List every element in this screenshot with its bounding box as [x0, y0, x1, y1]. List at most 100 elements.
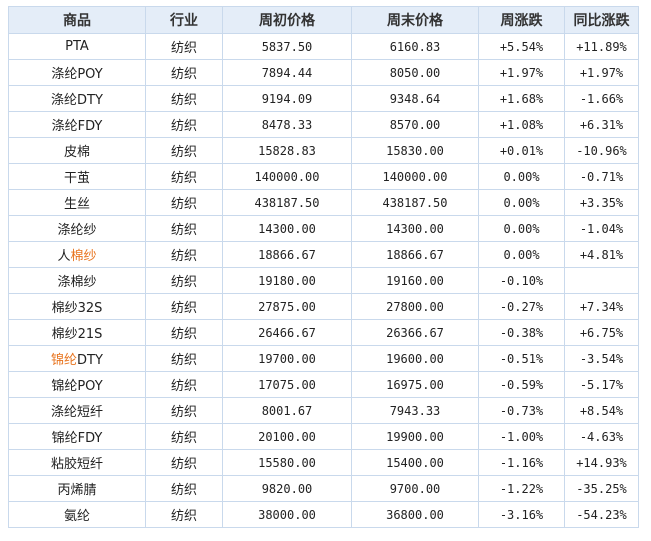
yoy-change: +14.93% [564, 449, 639, 476]
yoy-change: +6.75% [564, 319, 639, 346]
header-industry: 行业 [145, 6, 223, 34]
table-row: PTA 纺织 5837.50 6160.83 +5.54% +11.89% [8, 33, 639, 60]
yoy-change: +4.81% [564, 241, 639, 268]
table-row: 人棉纱 纺织 18866.67 18866.67 0.00% +4.81% [8, 241, 639, 268]
week-close-price: 18866.67 [351, 241, 479, 268]
yoy-change: -54.23% [564, 501, 639, 528]
industry: 纺织 [145, 423, 223, 450]
week-open-price: 17075.00 [222, 371, 352, 398]
table-row: 棉纱21S 纺织 26466.67 26366.67 -0.38% +6.75% [8, 319, 639, 346]
week-change: -1.16% [478, 449, 565, 476]
week-close-price: 26366.67 [351, 319, 479, 346]
commodity-name: 涤纶FDY [8, 111, 146, 138]
industry: 纺织 [145, 475, 223, 502]
table-row: 粘胶短纤 纺织 15580.00 15400.00 -1.16% +14.93% [8, 449, 639, 476]
industry: 纺织 [145, 449, 223, 476]
yoy-change: +1.97% [564, 59, 639, 86]
table-row: 棉纱32S 纺织 27875.00 27800.00 -0.27% +7.34% [8, 293, 639, 320]
table-body: PTA 纺织 5837.50 6160.83 +5.54% +11.89% 涤纶POY 纺织 7… [8, 33, 639, 528]
table-row: 涤纶短纤 纺织 8001.67 7943.33 -0.73% +8.54% [8, 397, 639, 424]
industry: 纺织 [145, 85, 223, 112]
week-change: +5.54% [478, 33, 565, 60]
week-change: +1.68% [478, 85, 565, 112]
week-change: -1.22% [478, 475, 565, 502]
yoy-change: -10.96% [564, 137, 639, 164]
week-close-price: 9700.00 [351, 475, 479, 502]
week-close-price: 7943.33 [351, 397, 479, 424]
week-close-price: 140000.00 [351, 163, 479, 190]
week-close-price: 6160.83 [351, 33, 479, 60]
week-close-price: 14300.00 [351, 215, 479, 242]
week-close-price: 15400.00 [351, 449, 479, 476]
yoy-change: -0.71% [564, 163, 639, 190]
week-open-price: 20100.00 [222, 423, 352, 450]
week-open-price: 5837.50 [222, 33, 352, 60]
table-row: 涤棉纱 纺织 19180.00 19160.00 -0.10% [8, 267, 639, 294]
week-open-price: 38000.00 [222, 501, 352, 528]
week-open-price: 8478.33 [222, 111, 352, 138]
commodity-name: 棉纱21S [8, 319, 146, 346]
table-row: 锦纶POY 纺织 17075.00 16975.00 -0.59% -5.17% [8, 371, 639, 398]
week-change: 0.00% [478, 189, 565, 216]
yoy-change: -1.66% [564, 85, 639, 112]
week-open-price: 9194.09 [222, 85, 352, 112]
week-open-price: 7894.44 [222, 59, 352, 86]
price-change-table: 商品 行业 周初价格 周末价格 周涨跌 同比涨跌 PTA 纺织 5837.50 616… [8, 6, 639, 528]
week-close-price: 19900.00 [351, 423, 479, 450]
yoy-change: +8.54% [564, 397, 639, 424]
week-close-price: 36800.00 [351, 501, 479, 528]
yoy-change: -3.54% [564, 345, 639, 372]
yoy-change: +7.34% [564, 293, 639, 320]
commodity-name: 生丝 [8, 189, 146, 216]
industry: 纺织 [145, 33, 223, 60]
industry: 纺织 [145, 371, 223, 398]
yoy-change: -35.25% [564, 475, 639, 502]
table-row: 涤纶FDY 纺织 8478.33 8570.00 +1.08% +6.31% [8, 111, 639, 138]
week-open-price: 140000.00 [222, 163, 352, 190]
header-week-change: 周涨跌 [478, 6, 565, 34]
commodity-name: 皮棉 [8, 137, 146, 164]
week-close-price: 8570.00 [351, 111, 479, 138]
week-change: +0.01% [478, 137, 565, 164]
header-yoy-change: 同比涨跌 [564, 6, 639, 34]
table-row: 干茧 纺织 140000.00 140000.00 0.00% -0.71% [8, 163, 639, 190]
commodity-name: 涤纶POY [8, 59, 146, 86]
table-row: 生丝 纺织 438187.50 438187.50 0.00% +3.35% [8, 189, 639, 216]
commodity-name: PTA [8, 33, 146, 60]
week-open-price: 14300.00 [222, 215, 352, 242]
yoy-change [564, 267, 639, 294]
week-close-price: 19160.00 [351, 267, 479, 294]
week-open-price: 438187.50 [222, 189, 352, 216]
week-change: -0.10% [478, 267, 565, 294]
header-week-open-price: 周初价格 [222, 6, 352, 34]
commodity-name: 锦纶POY [8, 371, 146, 398]
week-close-price: 19600.00 [351, 345, 479, 372]
industry: 纺织 [145, 215, 223, 242]
commodity-name: 丙烯腈 [8, 475, 146, 502]
week-open-price: 19180.00 [222, 267, 352, 294]
commodity-name: 干茧 [8, 163, 146, 190]
industry: 纺织 [145, 319, 223, 346]
yoy-change: +11.89% [564, 33, 639, 60]
commodity-name: 粘胶短纤 [8, 449, 146, 476]
week-close-price: 438187.50 [351, 189, 479, 216]
week-open-price: 9820.00 [222, 475, 352, 502]
industry: 纺织 [145, 501, 223, 528]
week-change: -0.59% [478, 371, 565, 398]
industry: 纺织 [145, 397, 223, 424]
week-open-price: 26466.67 [222, 319, 352, 346]
week-open-price: 27875.00 [222, 293, 352, 320]
week-open-price: 18866.67 [222, 241, 352, 268]
industry: 纺织 [145, 137, 223, 164]
table-row: 锦纶DTY 纺织 19700.00 19600.00 -0.51% -3.54% [8, 345, 639, 372]
week-change: -0.27% [478, 293, 565, 320]
industry: 纺织 [145, 267, 223, 294]
yoy-change: +3.35% [564, 189, 639, 216]
industry: 纺织 [145, 293, 223, 320]
week-change: -3.16% [478, 501, 565, 528]
industry: 纺织 [145, 241, 223, 268]
commodity-name: 锦纶DTY [8, 345, 146, 372]
week-change: 0.00% [478, 241, 565, 268]
yoy-change: -5.17% [564, 371, 639, 398]
industry: 纺织 [145, 189, 223, 216]
